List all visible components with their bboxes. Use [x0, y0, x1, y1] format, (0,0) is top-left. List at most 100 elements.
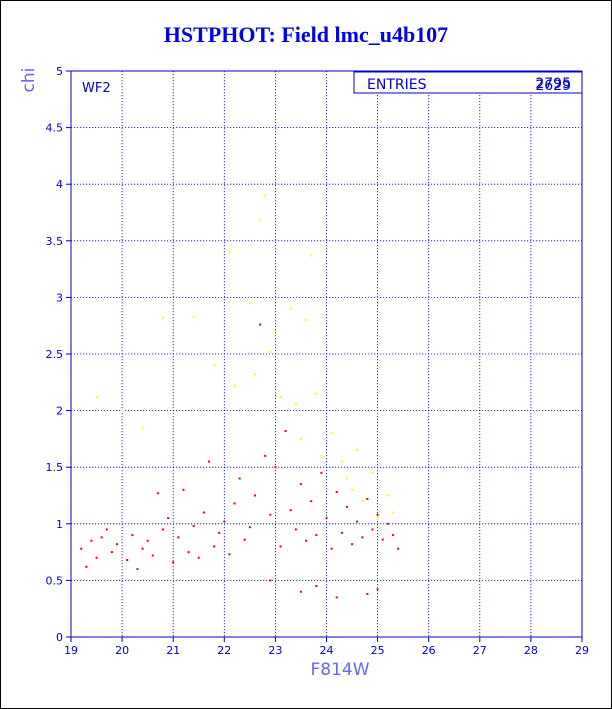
- data-point: [289, 509, 292, 512]
- points-yellow: [95, 194, 394, 520]
- data-point: [351, 488, 354, 491]
- data-point: [269, 579, 272, 582]
- data-point: [233, 384, 236, 387]
- x-tick-label: 24: [320, 644, 334, 657]
- data-point: [248, 526, 251, 529]
- data-point: [315, 392, 318, 395]
- data-point: [131, 534, 134, 537]
- data-point: [294, 402, 297, 405]
- data-point: [376, 588, 379, 591]
- y-tick-label: 1.5: [46, 461, 64, 474]
- data-point: [289, 307, 292, 310]
- data-point: [361, 500, 364, 503]
- data-point: [305, 539, 308, 542]
- data-point: [172, 561, 175, 564]
- data-point: [136, 568, 139, 571]
- data-point: [320, 454, 323, 457]
- data-point: [259, 219, 262, 222]
- data-point: [223, 520, 226, 523]
- y-axis-label: chi: [19, 68, 39, 93]
- data-point: [330, 432, 333, 435]
- y-tick-label: 2: [56, 405, 63, 418]
- data-point: [371, 471, 374, 474]
- data-point: [146, 539, 149, 542]
- data-point: [95, 396, 98, 399]
- data-point: [187, 551, 190, 554]
- y-tick-label: 2.5: [46, 348, 64, 361]
- data-point: [284, 429, 287, 432]
- data-point: [340, 531, 343, 534]
- data-point: [213, 545, 216, 548]
- data-point: [95, 556, 98, 559]
- data-point: [151, 554, 154, 557]
- data-point: [299, 590, 302, 593]
- data-point: [315, 585, 318, 588]
- data-point: [177, 536, 180, 539]
- grid-lines: [66, 70, 583, 642]
- data-point: [391, 534, 394, 537]
- data-point: [233, 502, 236, 505]
- data-point: [361, 536, 364, 539]
- panel-label: WF2: [82, 81, 111, 96]
- data-point: [115, 543, 118, 546]
- data-point: [356, 449, 359, 452]
- data-point: [197, 556, 200, 559]
- data-point: [110, 551, 113, 554]
- data-point: [315, 534, 318, 537]
- y-tick-labels: 0 0.5 1 1.5 2 2.5 3 3.5 4 4.5 5: [46, 65, 64, 644]
- x-tick-label: 28: [524, 644, 538, 657]
- data-point: [335, 491, 338, 494]
- x-tick-label: 19: [64, 644, 78, 657]
- data-point: [330, 547, 333, 550]
- data-point: [228, 553, 231, 556]
- data-point: [381, 538, 384, 541]
- data-point: [228, 251, 231, 254]
- data-point: [376, 513, 379, 516]
- data-point: [269, 350, 272, 353]
- data-point: [202, 511, 205, 514]
- data-point: [253, 494, 256, 497]
- y-tick-label: 0.5: [46, 574, 64, 587]
- data-point: [156, 492, 159, 495]
- data-point: [192, 315, 195, 318]
- data-point: [386, 522, 389, 525]
- data-point: [320, 471, 323, 474]
- chart-title: HSTPHOT: Field lmc_u4b107: [163, 22, 449, 47]
- data-point: [269, 513, 272, 516]
- x-tick-label: 29: [575, 644, 589, 657]
- data-point: [397, 547, 400, 550]
- data-point: [299, 437, 302, 440]
- y-tick-label: 1: [56, 518, 63, 531]
- data-point: [366, 497, 369, 500]
- data-point: [167, 517, 170, 520]
- y-tick-label: 4: [56, 178, 63, 191]
- y-tick-label: 3.5: [46, 235, 64, 248]
- y-tick-label: 4.5: [46, 122, 64, 135]
- data-point: [243, 538, 246, 541]
- x-tick-label: 21: [166, 644, 180, 657]
- data-point: [391, 511, 394, 514]
- data-point: [85, 565, 88, 568]
- data-point: [90, 539, 93, 542]
- x-tick-label: 27: [473, 644, 487, 657]
- data-point: [366, 592, 369, 595]
- points-red: [80, 323, 400, 599]
- data-point: [207, 460, 210, 463]
- x-tick-labels: 19 20 21 22 23 24 25 26 27 28 29: [64, 644, 589, 657]
- data-point: [345, 477, 348, 480]
- x-tick-label: 25: [371, 644, 385, 657]
- data-point: [259, 323, 262, 326]
- x-tick-label: 20: [115, 644, 129, 657]
- data-point: [274, 330, 277, 333]
- data-point: [310, 500, 313, 503]
- data-point: [141, 426, 144, 429]
- stats-box: ENTRIES 2629 2795: [353, 71, 583, 94]
- data-point: [161, 316, 164, 319]
- axes-box: [70, 70, 583, 638]
- data-point: [238, 477, 241, 480]
- data-point: [325, 517, 328, 520]
- data-point: [182, 488, 185, 491]
- data-point: [279, 396, 282, 399]
- data-point: [141, 547, 144, 550]
